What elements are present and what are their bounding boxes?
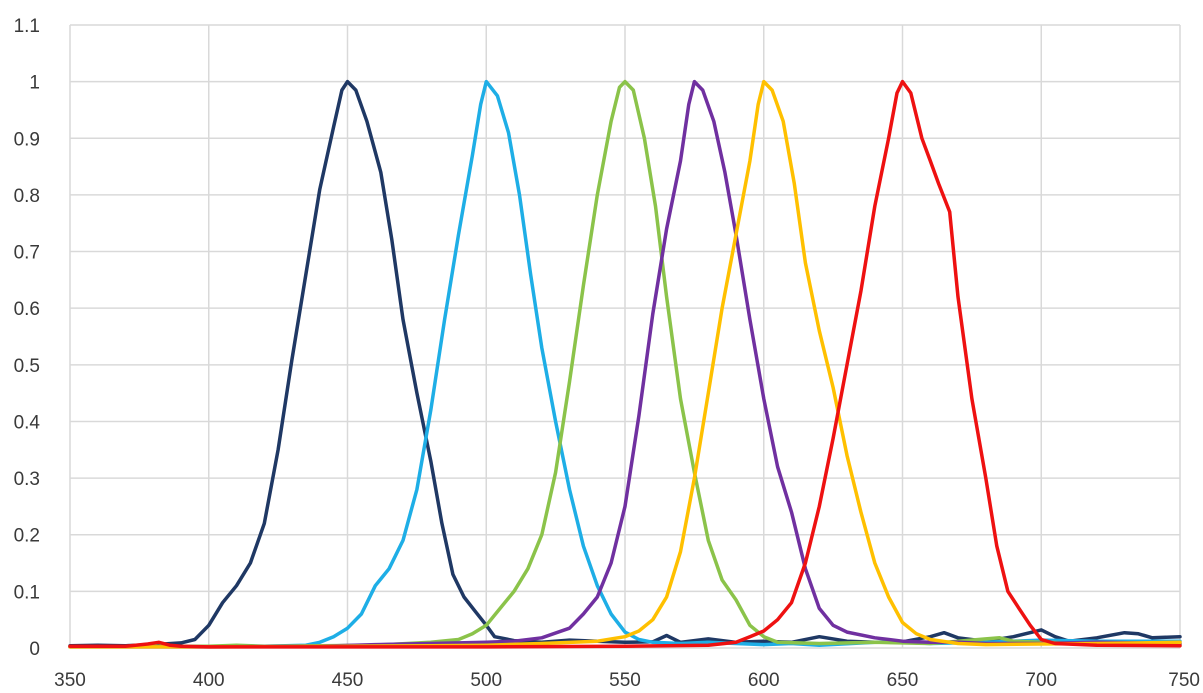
y-tick-label: 1 — [29, 73, 40, 94]
y-tick-label: 0.6 — [14, 299, 40, 320]
x-tick-label: 750 — [1168, 670, 1200, 691]
series-lines — [68, 79, 1182, 649]
y-tick-label: 0.5 — [14, 356, 40, 377]
series-line-4 — [68, 79, 1182, 649]
y-tick-label: 0.7 — [14, 243, 40, 264]
x-tick-label: 350 — [54, 670, 86, 691]
y-tick-label: 0.1 — [14, 582, 40, 603]
gridlines — [69, 24, 1181, 649]
x-tick-label: 700 — [1025, 670, 1057, 691]
y-tick-label: 1.1 — [14, 16, 40, 37]
y-tick-label: 0.4 — [14, 412, 41, 433]
y-tick-label: 0.3 — [14, 469, 40, 490]
x-tick-label: 650 — [887, 670, 919, 691]
series-line-6 — [68, 79, 1182, 649]
x-tick-label: 550 — [609, 670, 641, 691]
series-line-1 — [68, 79, 1182, 648]
y-axis-tick-labels: 0 0.1 0.2 0.3 0.4 0.5 0.6 0.7 0.8 0.9 1 1.1 — [14, 16, 41, 660]
x-tick-label: 600 — [748, 670, 780, 691]
y-tick-label: 0.2 — [14, 526, 40, 547]
y-tick-label: 0.9 — [14, 129, 40, 150]
x-tick-label: 500 — [470, 670, 502, 691]
x-tick-label: 400 — [193, 670, 225, 691]
x-tick-label: 450 — [332, 670, 364, 691]
y-tick-label: 0 — [29, 639, 40, 660]
x-axis-tick-labels: 350 400 450 500 550 600 650 700 750 — [54, 670, 1200, 691]
series-line-5 — [68, 79, 1182, 649]
y-tick-label: 0.8 — [14, 186, 40, 207]
